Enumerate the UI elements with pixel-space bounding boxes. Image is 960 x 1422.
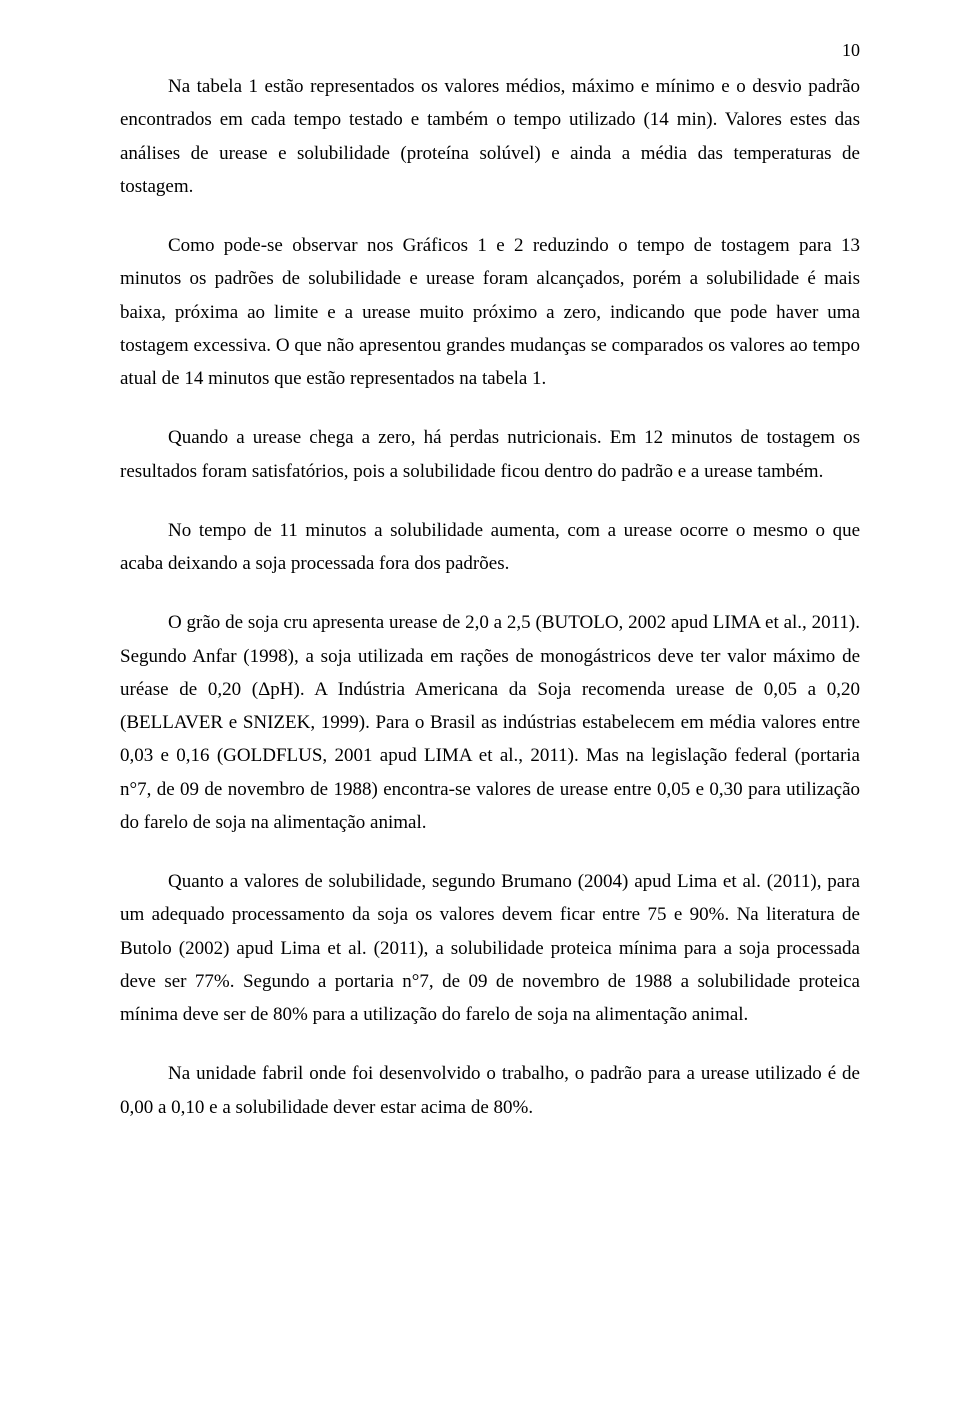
paragraph-4: No tempo de 11 minutos a solubilidade au…	[120, 514, 860, 581]
paragraph-2: Como pode-se observar nos Gráficos 1 e 2…	[120, 229, 860, 395]
paragraph-1: Na tabela 1 estão representados os valor…	[120, 70, 860, 203]
paragraph-3: Quando a urease chega a zero, há perdas …	[120, 421, 860, 488]
document-page: 10 Na tabela 1 estão representados os va…	[0, 0, 960, 1422]
paragraph-7: Na unidade fabril onde foi desenvolvido …	[120, 1057, 860, 1124]
page-number: 10	[842, 40, 860, 61]
paragraph-6: Quanto a valores de solubilidade, segund…	[120, 865, 860, 1031]
paragraph-5: O grão de soja cru apresenta urease de 2…	[120, 606, 860, 839]
